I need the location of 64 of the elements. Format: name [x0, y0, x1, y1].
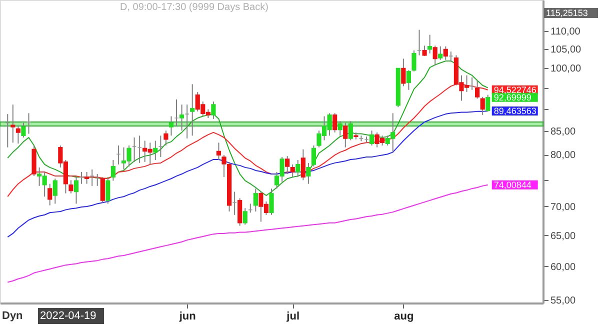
candlestick [238, 198, 242, 226]
candlestick [475, 80, 480, 100]
x-tick-label: jul [286, 310, 300, 322]
candlestick [74, 176, 79, 204]
candlestick [428, 34, 432, 54]
candlestick [300, 148, 306, 181]
y-tick-label: 80,00 [550, 150, 576, 162]
line-series [7, 184, 488, 283]
candlestick [68, 180, 74, 194]
candlestick [153, 140, 158, 160]
candlestick [179, 104, 184, 132]
candlestick [216, 142, 222, 160]
y-tick-label: 100,00 [550, 63, 582, 74]
candlestick [296, 159, 300, 178]
candlestick [269, 188, 274, 216]
candlestick [242, 208, 248, 226]
candlestick [438, 46, 443, 60]
candlestick [100, 176, 105, 204]
candlestick [285, 156, 290, 175]
candlestick [110, 159, 116, 182]
y-tick-label: 70,00 [550, 202, 576, 213]
candlestick [348, 120, 353, 141]
x-tick-label: aug [394, 310, 414, 322]
candlestick [443, 46, 448, 60]
y-tick-label: 60,00 [550, 262, 576, 273]
candlestick [412, 50, 416, 72]
data-label: 74,00844 [494, 180, 532, 190]
candlestick [343, 122, 348, 148]
candlestick [486, 94, 490, 112]
candlestick [432, 45, 438, 66]
candlestick [48, 183, 52, 206]
candlestick [401, 58, 406, 87]
y-tick-label: 105,00 [550, 44, 582, 56]
candlestick [311, 144, 316, 167]
candlestick [84, 171, 90, 184]
data-label: 89,463563 [494, 106, 536, 116]
candlestick [16, 126, 20, 144]
chart-title: D, 09:00-17:30 (9999 Days Back) [120, 2, 268, 13]
candlestick [106, 176, 110, 204]
candlestick [190, 84, 195, 136]
text: 115,25153 [546, 8, 588, 18]
candlestick [52, 178, 58, 204]
candlestick [168, 116, 174, 136]
candlestick [332, 112, 338, 133]
candlestick [211, 101, 216, 120]
candlestick [164, 130, 168, 146]
text: 2022-04-19 [40, 310, 96, 322]
y-tick-label: 110,00 [550, 26, 581, 38]
y-tick-label: 55,00 [550, 296, 576, 307]
candlestick [422, 45, 427, 57]
candlestick [369, 130, 374, 146]
candlestick [290, 164, 295, 178]
candlestick [21, 122, 26, 138]
candlestick [253, 188, 258, 212]
y-tick-label: 65,00 [550, 230, 576, 242]
x-tick-label: jun [178, 310, 196, 322]
y-tick-label: 85,00 [550, 126, 576, 138]
candlestick [480, 96, 485, 116]
data-label: 94,522746 [494, 84, 536, 95]
text: Dyn [2, 310, 24, 322]
candlestick [406, 70, 412, 90]
candlestick [338, 120, 342, 136]
candlestick [10, 104, 16, 144]
candlestick [306, 162, 311, 184]
